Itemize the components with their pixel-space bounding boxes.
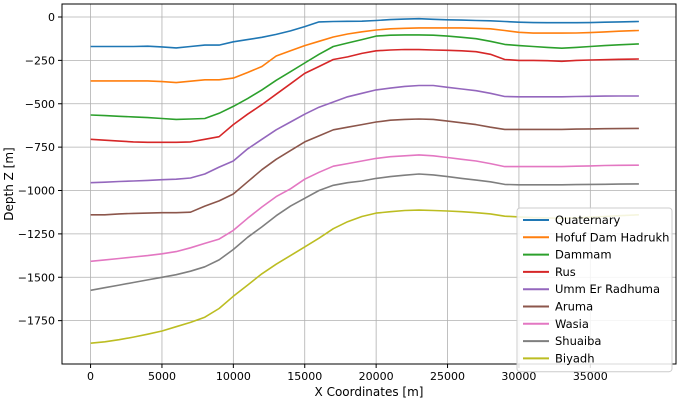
series-line-umm-er-radhuma [90,84,639,184]
y-tick-label: −1750 [18,315,55,328]
y-tick-label: −750 [25,141,55,154]
x-axis-label: X Coordinates [m] [315,385,424,399]
series-lines [90,17,639,344]
y-axis-label: Depth Z [m] [2,147,16,220]
y-tick-label: −500 [25,98,55,111]
y-tick-label: −1250 [18,228,55,241]
x-tick-label: 25000 [430,370,465,383]
series-line-rus [90,48,639,144]
y-tick-label: −1500 [18,271,55,284]
legend-label: Hofuf Dam Hadrukh [555,230,669,244]
y-tick-label: 0 [48,11,55,24]
series-line-quaternary [90,17,639,49]
series-line-shuaiba [90,173,639,292]
legend-label: Wasia [555,317,589,331]
x-tick-label: 15000 [287,370,322,383]
series-line-wasia [90,154,639,263]
x-tick-label: 35000 [573,370,608,383]
y-tick-label: −250 [25,54,55,67]
legend-label: Aruma [555,300,593,314]
x-tick-label: 0 [87,370,94,383]
x-tick-label: 10000 [216,370,251,383]
legend-label: Quaternary [555,213,621,227]
legend-label: Biyadh [555,351,595,365]
y-tick-label: −1000 [18,185,55,198]
plot-frame [61,3,677,365]
x-tick-label: 5000 [148,370,176,383]
series-line-aruma [90,118,639,216]
legend-label: Rus [555,265,576,279]
legend-label: Umm Er Radhuma [555,282,660,296]
x-tick-label: 30000 [501,370,536,383]
series-line-hofuf-dam-hadrukh [90,27,639,84]
legend-box [516,207,673,373]
x-tick-label: 20000 [359,370,394,383]
legend-label: Dammam [555,248,612,262]
legend: Quaternary Hofuf Dam Hadrukh Dammam Rus Umm … [516,207,673,373]
legend-label: Shuaiba [555,334,601,348]
axis-ticks: 0 5000 10000 15000 20000 25000 30000 35000 0 −250… [18,11,608,383]
series-line-dammam [90,34,639,121]
